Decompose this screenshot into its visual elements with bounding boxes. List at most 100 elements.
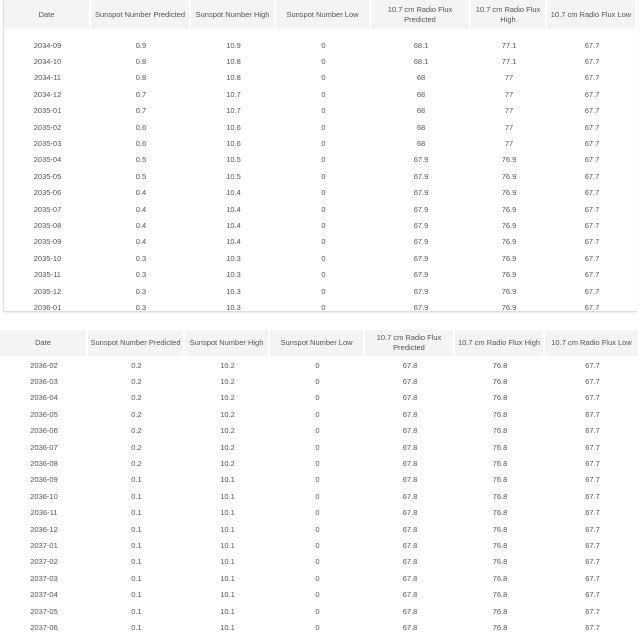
cell-flux-predicted: 67.8	[402, 459, 418, 469]
table-row: 2036-08 0.2 10.2 0 67.8 76.8 67.7	[0, 455, 640, 471]
table-row: 2035-08 0.4 10.4 0 67.9 76.9 67.7	[4, 217, 637, 233]
cell-flux-high: 76.9	[501, 253, 517, 263]
cell-sunspot-predicted: 0.3	[135, 302, 147, 312]
cell-date: 2036-03	[30, 377, 58, 387]
cell-flux-high: 76.8	[492, 377, 508, 387]
cell-sunspot-low: 0	[315, 393, 320, 403]
table-row: 2035-12 0.3 10.3 0 67.9 76.9 67.7	[4, 283, 637, 299]
forecast-table-2: Date Sunspot Number Predicted Sunspot Numb…	[0, 330, 640, 636]
cell-sunspot-predicted: 0.1	[131, 475, 142, 485]
cell-sunspot-low: 0	[321, 122, 326, 132]
cell-flux-low: 67.7	[584, 57, 600, 67]
cell-sunspot-high: 10.2	[220, 377, 235, 387]
cell-flux-low: 67.7	[584, 188, 600, 198]
table-row: 2037-04 0.1 10.1 0 67.8 76.8 67.7	[0, 586, 640, 602]
cell-sunspot-predicted: 0.6	[135, 122, 147, 132]
cell-flux-low: 67.7	[585, 540, 600, 550]
cell-sunspot-high: 10.6	[226, 122, 241, 132]
cell-flux-high: 76.9	[501, 155, 517, 165]
cell-sunspot-high: 10.1	[220, 622, 235, 632]
cell-flux-low: 67.7	[585, 409, 600, 419]
cell-sunspot-predicted: 0.2	[131, 360, 142, 370]
cell-sunspot-predicted: 0.7	[135, 89, 147, 99]
cell-date: 2035-10	[33, 253, 62, 263]
cell-flux-high: 76.8	[492, 557, 508, 567]
cell-sunspot-high: 10.2	[220, 360, 235, 370]
cell-flux-high: 77	[504, 139, 514, 149]
cell-flux-low: 67.7	[585, 442, 600, 452]
cell-flux-predicted: 67.8	[402, 508, 418, 518]
cell-date: 2036-10	[30, 491, 58, 501]
cell-sunspot-low: 0	[315, 540, 320, 550]
cell-flux-predicted: 67.8	[402, 524, 418, 534]
cell-flux-low: 67.7	[585, 524, 600, 534]
cell-flux-low: 67.7	[584, 171, 600, 181]
cell-date: 2034-11	[34, 73, 61, 83]
cell-sunspot-predicted: 0.2	[131, 442, 142, 452]
cell-flux-predicted: 67.9	[413, 204, 429, 214]
cell-flux-low: 67.7	[584, 73, 600, 83]
cell-flux-predicted: 67.8	[402, 426, 418, 436]
table-row: 2036-10 0.1 10.1 0 67.8 76.8 67.7	[0, 488, 640, 504]
cell-sunspot-predicted: 0.1	[131, 590, 142, 600]
cell-sunspot-low: 0	[315, 409, 320, 419]
cell-sunspot-high: 10.7	[226, 106, 241, 116]
cell-flux-predicted: 67.8	[402, 622, 418, 632]
cell-sunspot-high: 10.1	[220, 557, 235, 567]
cell-date: 2035-05	[33, 171, 62, 181]
cell-sunspot-predicted: 0.8	[135, 57, 147, 67]
cell-flux-predicted: 67.8	[402, 475, 418, 485]
table-row: 2036-07 0.2 10.2 0 67.8 76.8 67.7	[0, 439, 640, 455]
cell-flux-high: 76.8	[492, 491, 508, 501]
cell-flux-high: 76.9	[501, 270, 517, 280]
cell-sunspot-predicted: 0.2	[131, 426, 142, 436]
cell-sunspot-low: 0	[315, 622, 320, 632]
cell-sunspot-predicted: 0.3	[135, 270, 147, 280]
cell-sunspot-predicted: 0.1	[131, 606, 142, 616]
cell-flux-predicted: 67.8	[402, 557, 418, 567]
cell-flux-predicted: 67.8	[402, 360, 418, 370]
cell-flux-predicted: 67.8	[402, 540, 418, 550]
cell-flux-predicted: 68	[416, 122, 426, 132]
cell-sunspot-high: 10.8	[226, 57, 241, 67]
cell-flux-low: 67.7	[585, 573, 600, 583]
table-row: 2036-09 0.1 10.1 0 67.8 76.8 67.7	[0, 472, 640, 488]
cell-date: 2035-08	[33, 220, 62, 230]
table-row: 2035-06 0.4 10.4 0 67.9 76.9 67.7	[4, 185, 637, 201]
column-header-flux-low: 10.7 cm Radio Flux Low	[545, 330, 640, 356]
cell-date: 2036-11	[30, 508, 58, 518]
cell-sunspot-low: 0	[315, 442, 320, 452]
cell-flux-predicted: 68	[416, 73, 426, 83]
cell-flux-predicted: 67.9	[413, 171, 429, 181]
cell-sunspot-high: 10.3	[226, 286, 241, 296]
cell-flux-low: 67.7	[585, 508, 600, 518]
cell-sunspot-predicted: 0.1	[131, 540, 142, 550]
cell-flux-predicted: 67.9	[413, 220, 429, 230]
cell-date: 2037-06	[30, 622, 58, 632]
cell-date: 2035-04	[33, 155, 62, 165]
cell-flux-predicted: 67.8	[402, 393, 418, 403]
table-row: 2037-06 0.1 10.1 0 67.8 76.8 67.7	[0, 619, 640, 635]
cell-date: 2035-03	[33, 139, 62, 149]
cell-flux-high: 77	[504, 89, 514, 99]
cell-flux-high: 77.1	[501, 40, 517, 50]
cell-flux-high: 76.9	[501, 286, 517, 296]
cell-date: 2037-04	[30, 590, 58, 600]
cell-flux-low: 67.7	[584, 270, 600, 280]
column-header-flux-high: 10.7 cm Radio Flux High	[471, 0, 547, 29]
cell-sunspot-high: 10.1	[220, 475, 235, 485]
cell-sunspot-high: 10.3	[226, 302, 241, 312]
cell-flux-high: 76.8	[492, 508, 508, 518]
table-row: 2036-01 0.3 10.3 0 67.9 76.9 67.7	[4, 299, 637, 315]
table-row: 2035-03 0.6 10.6 0 68 77 67.7	[4, 135, 637, 151]
table-row: 2036-06 0.2 10.2 0 67.8 76.8 67.7	[0, 423, 640, 439]
cell-flux-predicted: 67.9	[413, 237, 429, 247]
cell-flux-low: 67.7	[584, 237, 600, 247]
table-row: 2035-09 0.4 10.4 0 67.9 76.9 67.7	[4, 234, 637, 250]
cell-sunspot-predicted: 0.1	[131, 557, 142, 567]
cell-sunspot-low: 0	[321, 171, 326, 181]
cell-sunspot-low: 0	[321, 73, 326, 83]
cell-date: 2036-07	[30, 442, 58, 452]
cell-date: 2034-10	[33, 57, 62, 67]
cell-date: 2034-09	[33, 40, 62, 50]
